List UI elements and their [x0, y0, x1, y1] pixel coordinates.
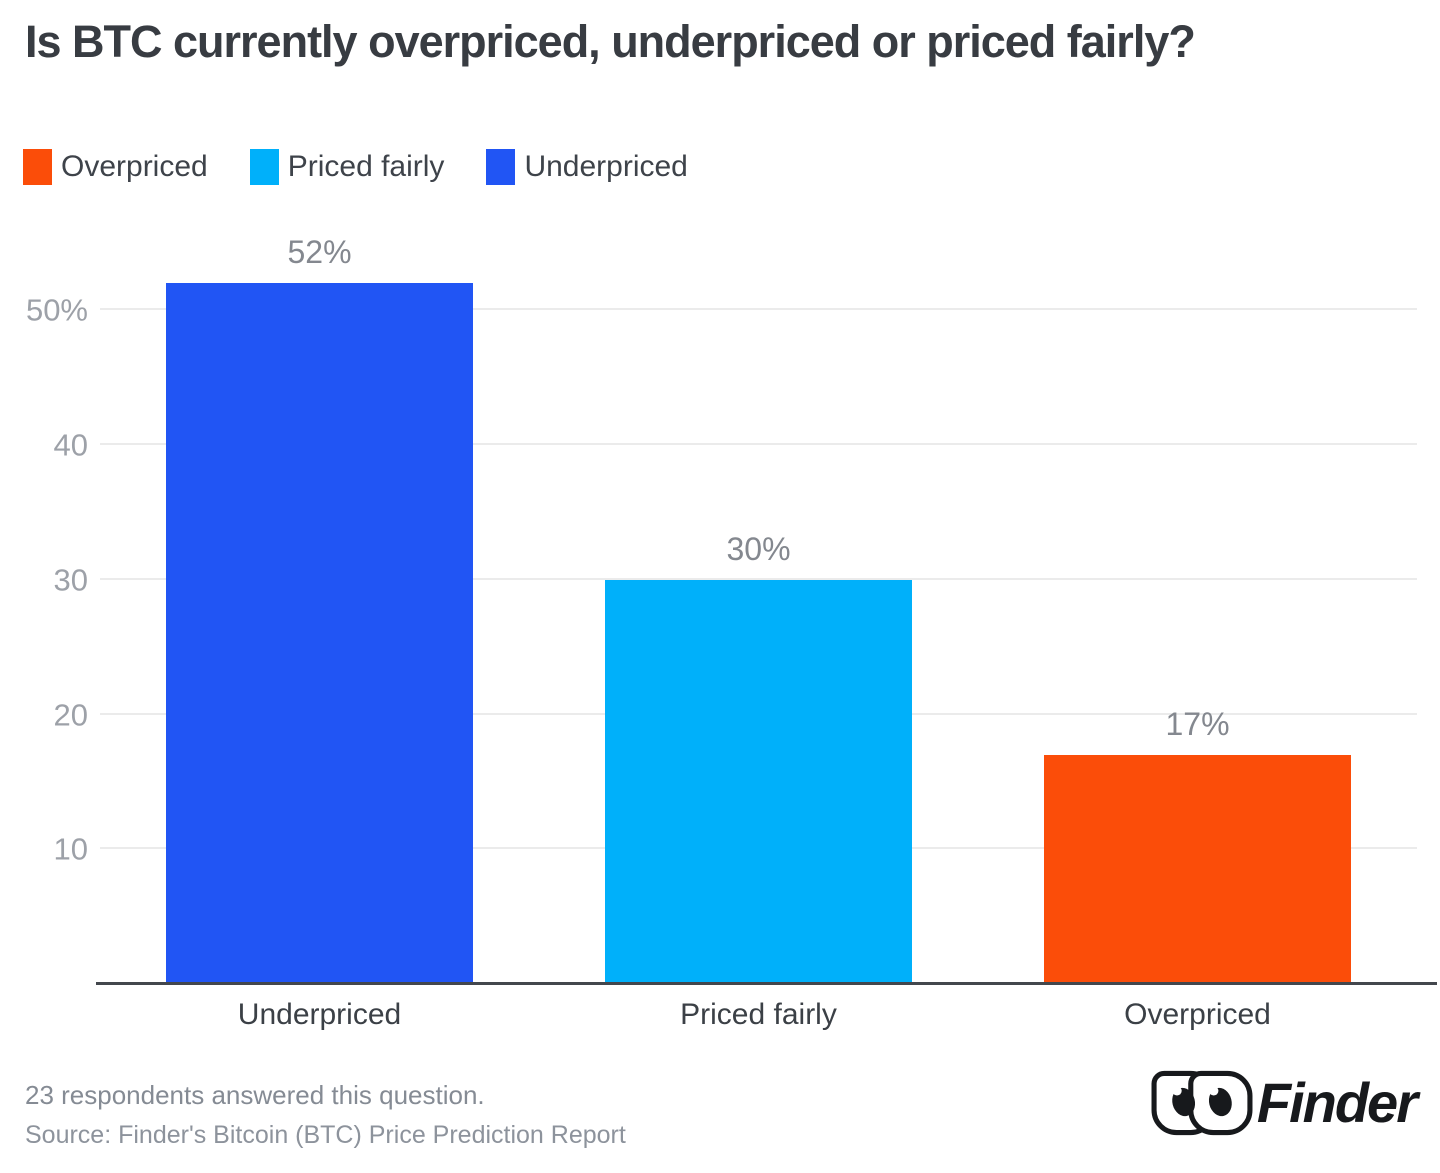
legend: Overpriced Priced fairly Underpriced: [23, 149, 688, 185]
source-note: Source: Finder's Bitcoin (BTC) Price Pre…: [25, 1121, 626, 1149]
legend-label: Underpriced: [524, 150, 688, 183]
bar-overpriced: [1044, 754, 1351, 984]
x-tick-label-priced-fairly: Priced fairly: [680, 998, 837, 1031]
bar-priced-fairly: [605, 579, 912, 984]
bar-underpriced: [166, 283, 473, 984]
finder-wordmark: Finder: [1256, 1071, 1418, 1134]
y-tick-label-50: 50%: [25, 292, 88, 328]
gridline-40: [100, 443, 1417, 446]
chart-title: Is BTC currently overpriced, underpriced…: [25, 16, 1196, 67]
respondents-note: 23 respondents answered this question.: [25, 1080, 485, 1110]
legend-item-priced-fairly: Priced fairly: [249, 149, 445, 185]
value-label-overpriced: 17%: [1165, 705, 1230, 742]
x-axis-line: [96, 982, 1437, 985]
gridline-30: [100, 577, 1417, 580]
y-tick-label-10: 10: [53, 831, 88, 867]
legend-item-underpriced: Underpriced: [486, 149, 688, 185]
plot-area: 52% 30% 17%: [100, 236, 1417, 984]
value-label-priced-fairly: 30%: [726, 530, 791, 567]
gridline-50: [100, 308, 1417, 311]
x-tick-label-underpriced: Underpriced: [237, 998, 402, 1031]
x-tick-label-overpriced: Overpriced: [1124, 998, 1271, 1031]
y-tick-label-40: 40: [53, 427, 88, 463]
finder-eyes-icon: [1151, 1070, 1253, 1136]
y-axis-labels: 10 20 30 40 50%: [0, 243, 88, 984]
legend-swatch-icon: [486, 149, 516, 185]
x-axis-labels: Underpriced Priced fairly Overpriced: [100, 998, 1417, 1040]
finder-logo: Finder: [1151, 1070, 1418, 1136]
legend-label: Overpriced: [61, 150, 208, 183]
value-label-underpriced: 52%: [287, 234, 352, 271]
y-tick-label-20: 20: [53, 697, 88, 733]
legend-item-overpriced: Overpriced: [23, 149, 208, 185]
y-tick-label-30: 30: [53, 562, 88, 598]
legend-swatch-icon: [23, 149, 52, 185]
legend-label: Priced fairly: [287, 150, 445, 183]
legend-swatch-icon: [249, 149, 279, 185]
